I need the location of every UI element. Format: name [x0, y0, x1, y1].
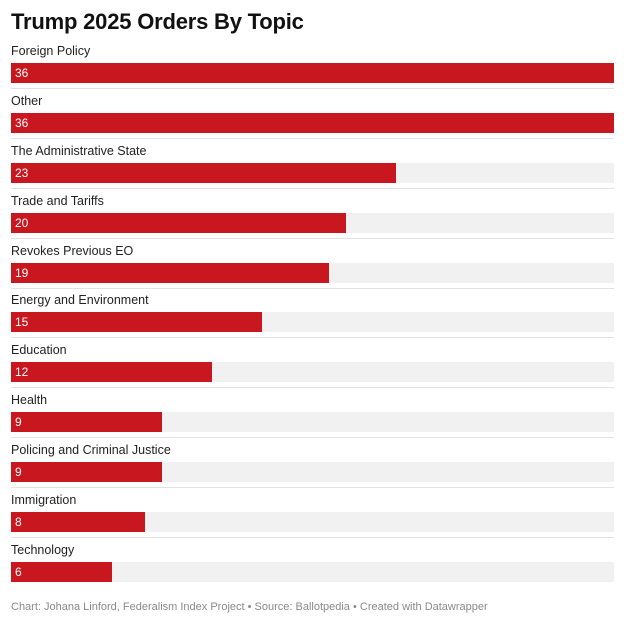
category-label: Revokes Previous EO — [11, 243, 134, 258]
value-label: 6 — [15, 564, 22, 579]
row-divider — [11, 537, 614, 539]
bar — [11, 112, 614, 133]
bar-row: Foreign Policy 36 — [11, 42, 614, 92]
bar-row: Other 36 — [11, 92, 614, 142]
row-divider — [11, 337, 614, 339]
value-label: 36 — [15, 115, 29, 130]
bar — [11, 561, 112, 582]
bar-track: 19 — [11, 262, 614, 283]
bar-row: Technology 6 — [11, 541, 614, 591]
bar-track: 23 — [11, 162, 614, 183]
value-label: 20 — [15, 215, 29, 230]
category-label: Technology — [11, 542, 75, 557]
bar-track: 9 — [11, 462, 614, 483]
bar-row: Health 9 — [11, 391, 614, 441]
row-divider — [11, 187, 614, 189]
category-label: The Administrative State — [11, 143, 147, 158]
row-divider — [11, 237, 614, 239]
bar — [11, 262, 330, 283]
bar-track: 15 — [11, 312, 614, 333]
bar-row: Energy and Environment 15 — [11, 291, 614, 341]
bar — [11, 212, 346, 233]
value-label: 9 — [15, 465, 22, 480]
bar-track: 6 — [11, 561, 614, 582]
value-label: 8 — [15, 515, 22, 530]
category-label: Policing and Criminal Justice — [11, 443, 171, 458]
bar-row: The Administrative State 23 — [11, 142, 614, 192]
bar-row: Trade and Tariffs 20 — [11, 192, 614, 242]
category-label: Energy and Environment — [11, 293, 149, 308]
value-label: 36 — [15, 66, 29, 80]
row-divider — [11, 387, 614, 389]
bar — [11, 63, 614, 83]
chart-footer: Chart: Johana Linford, Federalism Index … — [11, 601, 488, 613]
category-label: Trade and Tariffs — [11, 193, 104, 208]
bar-row: Revokes Previous EO 19 — [11, 242, 614, 292]
category-label: Other — [11, 93, 43, 108]
bar-chart: Foreign Policy 36 Other 36 The Administrativ… — [11, 42, 614, 591]
bar — [11, 412, 162, 433]
bar-track: 36 — [11, 63, 614, 83]
row-divider — [11, 88, 614, 89]
bar-row: Policing and Criminal Justice 9 — [11, 441, 614, 491]
category-label: Foreign Policy — [11, 44, 91, 58]
bar-track: 9 — [11, 412, 614, 433]
row-divider — [11, 137, 614, 139]
row-divider — [11, 437, 614, 439]
row-divider — [11, 487, 614, 489]
value-label: 12 — [15, 365, 29, 380]
bar — [11, 362, 212, 383]
row-divider — [11, 287, 614, 289]
category-label: Health — [11, 393, 48, 408]
bar-track: 36 — [11, 112, 614, 133]
value-label: 15 — [15, 315, 29, 330]
chart-title: Trump 2025 Orders By Topic — [11, 9, 304, 34]
bar — [11, 512, 145, 533]
bar-row: Education 12 — [11, 341, 614, 391]
value-label: 23 — [15, 165, 29, 180]
bar — [11, 162, 397, 183]
bar-track: 12 — [11, 362, 614, 383]
bar-track: 20 — [11, 212, 614, 233]
bar-row: Immigration 8 — [11, 491, 614, 541]
bar-track: 8 — [11, 512, 614, 533]
category-label: Immigration — [11, 493, 77, 508]
bar — [11, 462, 162, 483]
value-label: 9 — [15, 415, 22, 430]
bar — [11, 312, 263, 333]
value-label: 19 — [15, 265, 29, 280]
category-label: Education — [11, 343, 67, 358]
